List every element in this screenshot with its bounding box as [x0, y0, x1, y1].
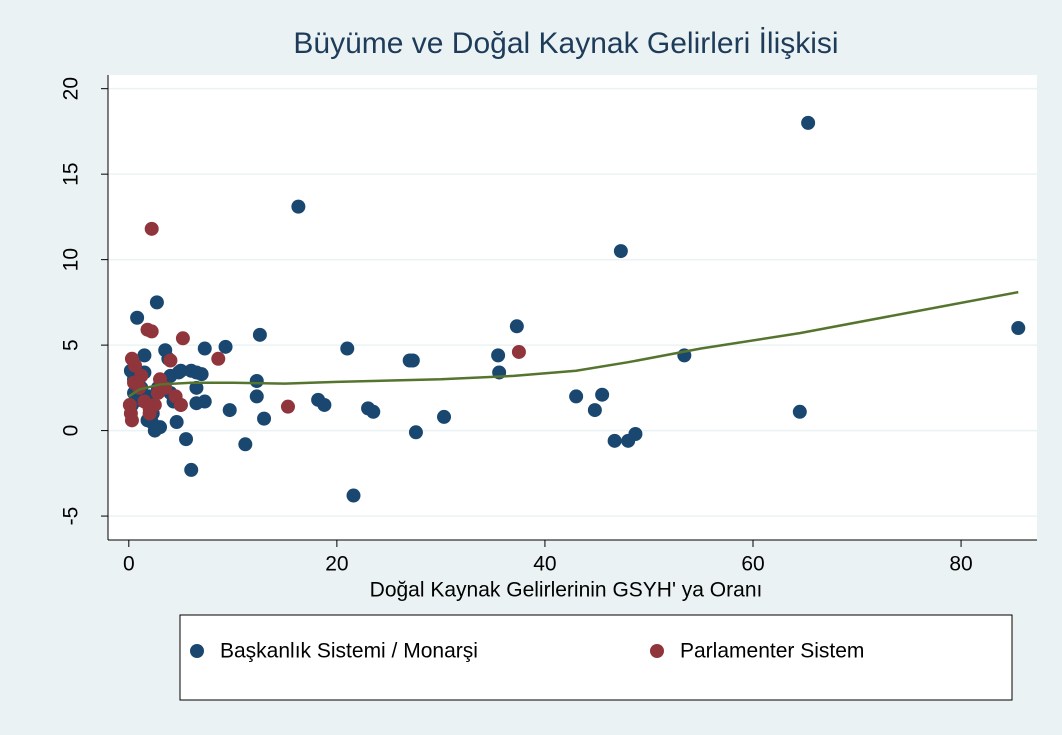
point: [142, 406, 157, 421]
point: [128, 358, 143, 373]
point: [144, 221, 159, 236]
point: [792, 404, 807, 419]
point: [211, 351, 226, 366]
point: [189, 380, 204, 395]
point: [123, 406, 138, 421]
point: [197, 341, 212, 356]
point: [163, 353, 178, 368]
chart-title: Büyüme ve Doğal Kaynak Gelirleri İlişkis…: [293, 27, 838, 60]
point: [249, 389, 264, 404]
point: [169, 415, 184, 430]
y-tick-label: 10: [60, 248, 83, 271]
point: [218, 339, 233, 354]
x-tick-label: 80: [949, 553, 972, 576]
point: [222, 403, 237, 418]
point: [613, 244, 628, 259]
point: [340, 341, 355, 356]
point: [144, 324, 159, 339]
fit-line: [128, 290, 1019, 398]
x-tick-label: 40: [533, 553, 556, 576]
y-tick-label: 0: [60, 425, 83, 437]
point: [291, 199, 306, 214]
y-tick-label: 15: [60, 162, 83, 185]
point: [346, 488, 361, 503]
legend: [179, 614, 1013, 701]
point: [437, 409, 452, 424]
y-tick-label: 20: [60, 77, 83, 100]
point: [173, 363, 188, 378]
x-tick-label: 0: [123, 553, 135, 576]
x-tick-label: 60: [741, 553, 764, 576]
point: [149, 295, 164, 310]
point: [587, 403, 602, 418]
point: [491, 348, 506, 363]
point: [511, 344, 526, 359]
legend-label: Parlamenter Sistem: [680, 640, 864, 663]
point: [175, 331, 190, 346]
legend-label: Başkanlık Sistemi / Monarşi: [220, 640, 478, 663]
point: [137, 348, 152, 363]
x-tick-label: 20: [325, 553, 348, 576]
point: [257, 411, 272, 426]
point: [509, 319, 524, 334]
point: [197, 394, 212, 409]
point: [1011, 321, 1026, 336]
point: [134, 368, 149, 383]
point: [150, 385, 165, 400]
point: [569, 389, 584, 404]
point: [405, 353, 420, 368]
y-tick-label: -5: [60, 507, 83, 526]
point: [252, 327, 267, 342]
point: [607, 433, 622, 448]
point: [280, 399, 295, 414]
point: [173, 397, 188, 412]
point: [366, 404, 381, 419]
point: [408, 425, 423, 440]
point: [179, 432, 194, 447]
legend-marker: [650, 644, 664, 658]
legend-marker: [190, 644, 204, 658]
point: [189, 365, 204, 380]
point: [130, 310, 145, 325]
point: [238, 437, 253, 452]
point: [801, 115, 816, 130]
y-tick-label: 5: [60, 339, 83, 351]
point: [595, 387, 610, 402]
point: [249, 374, 264, 389]
x-axis-title: Doğal Kaynak Gelirlerinin GSYH' ya Oranı: [370, 579, 763, 602]
point: [317, 397, 332, 412]
point: [628, 427, 643, 442]
plot-area: [108, 75, 1037, 540]
point: [184, 462, 199, 477]
